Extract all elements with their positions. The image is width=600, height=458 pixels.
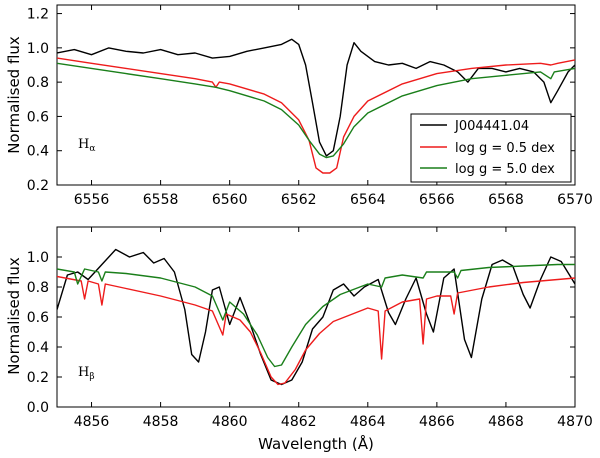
hbeta-series-observed-line — [57, 248, 575, 386]
hbeta-ytick-label: 0.8 — [27, 280, 49, 296]
halpha-panel: 6556 6558 6560 6562 6564 6566 6568 6570 0.2 0.4 0.… — [5, 4, 593, 208]
hbeta-plot-frame — [56, 226, 576, 408]
hbeta-xtick-label: 4866 — [419, 414, 455, 430]
hbeta-series-logg05-line — [57, 275, 575, 386]
hbeta-annotation-main: H — [78, 365, 89, 380]
halpha-annotation-main: H — [78, 137, 89, 152]
hbeta-xtick-label: 4868 — [488, 414, 524, 430]
halpha-ytick-label: 1.2 — [27, 7, 49, 23]
halpha-xtick-label: 6560 — [212, 192, 248, 208]
hbeta-xtick-label: 4858 — [143, 414, 179, 430]
hbeta-xtick-label: 4860 — [212, 414, 248, 430]
hbeta-ytick-label: 0.6 — [27, 310, 49, 326]
halpha-ytick-label: 0.2 — [27, 178, 49, 194]
halpha-xtick-label: 6568 — [488, 192, 524, 208]
hbeta-ylabel: Normalised flux — [5, 257, 23, 375]
halpha-xtick-label: 6564 — [350, 192, 386, 208]
halpha-annotation-sub: α — [89, 144, 95, 154]
hbeta-ytick-label: 0.0 — [27, 400, 49, 416]
halpha-ytick-label: 0.8 — [27, 75, 49, 91]
halpha-xtick-label: 6556 — [74, 192, 110, 208]
hbeta-ytick-label: 1.0 — [27, 250, 49, 266]
halpha-plot-frame — [56, 4, 576, 186]
halpha-ticks: 6556 6558 6560 6562 6564 6566 6568 6570 0.2 0.4 0.… — [27, 5, 593, 208]
hbeta-ytick-label: 0.2 — [27, 370, 49, 386]
halpha-series-logg05-line — [57, 57, 575, 174]
hbeta-ticks: 4856 4858 4860 4862 4864 4866 4868 4870 0.0 0.2 0.… — [27, 227, 593, 430]
hbeta-xtick-label: 4862 — [281, 414, 317, 430]
halpha-xtick-label: 6570 — [557, 192, 593, 208]
legend-label-observed: J004441.04 — [454, 119, 529, 134]
halpha-series-observed-line — [57, 38, 575, 157]
hbeta-xtick-label: 4870 — [557, 414, 593, 430]
halpha-xtick-label: 6562 — [281, 192, 317, 208]
hbeta-annotation: Hβ — [78, 365, 95, 382]
hbeta-xtick-label: 4864 — [350, 414, 386, 430]
halpha-xtick-label: 6558 — [143, 192, 179, 208]
hbeta-xtick-label: 4856 — [74, 414, 110, 430]
hbeta-series-group — [57, 248, 575, 386]
halpha-annotation: Hα — [78, 137, 95, 154]
halpha-xtick-label: 6566 — [419, 192, 455, 208]
halpha-ytick-label: 0.6 — [27, 109, 49, 125]
hbeta-ytick-label: 0.4 — [27, 340, 49, 356]
halpha-series-group — [57, 38, 575, 174]
hbeta-xlabel: Wavelength (Å) — [258, 434, 374, 453]
halpha-ytick-label: 0.4 — [27, 144, 49, 160]
halpha-legend: J004441.04 log g = 0.5 dex log g = 5.0 d… — [410, 113, 572, 183]
legend-label-logg50: log g = 5.0 dex — [455, 162, 555, 177]
halpha-ytick-label: 1.0 — [27, 41, 49, 57]
hbeta-annotation-sub: β — [89, 372, 94, 382]
halpha-ylabel: Normalised flux — [5, 36, 23, 154]
halpha-series-logg50-line — [57, 62, 575, 159]
hbeta-series-logg50-line — [57, 263, 575, 368]
hbeta-panel: 4856 4858 4860 4862 4864 4866 4868 4870 0.0 0.2 0.… — [5, 226, 593, 453]
legend-label-logg05: log g = 0.5 dex — [455, 141, 555, 156]
